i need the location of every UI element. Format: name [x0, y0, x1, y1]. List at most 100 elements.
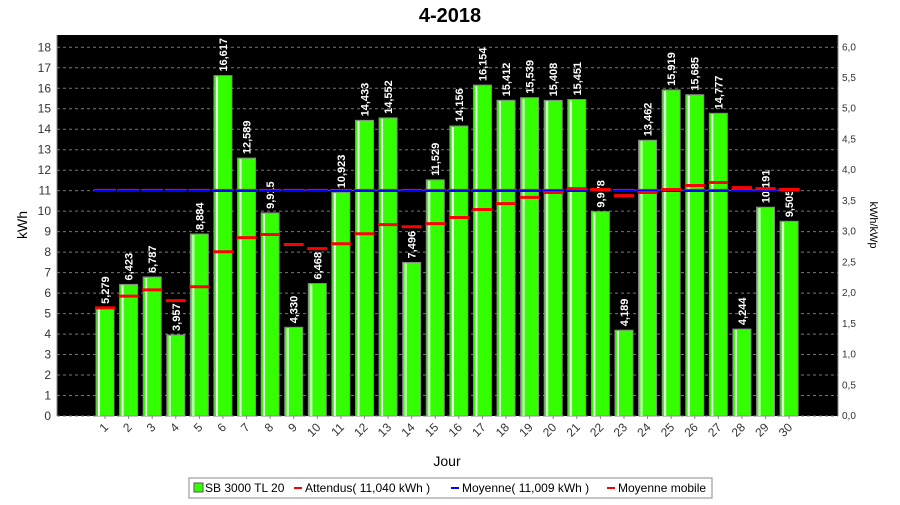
- y-tick-label: 5: [44, 307, 51, 321]
- x-tick-label: 22: [587, 420, 607, 440]
- bar-value-label: 5,279: [100, 276, 112, 304]
- bar-value-label: 9,915: [265, 181, 277, 209]
- bar-value-label: 6,423: [124, 253, 136, 281]
- x-tick-label: 14: [398, 420, 418, 440]
- y-tick-label: 6: [44, 286, 51, 300]
- bar-value-label: 13,462: [643, 103, 655, 137]
- y2-tick-label: 1,5: [842, 319, 856, 330]
- chart-title: 4-2018: [419, 5, 481, 27]
- y-tick-label: 3: [44, 348, 51, 362]
- bar-value-label: 4,330: [289, 296, 301, 324]
- x-tick-label: 18: [493, 420, 513, 440]
- bar-value-label: 15,451: [572, 62, 584, 96]
- legend-label: SB 3000 TL 20: [205, 481, 285, 495]
- x-tick-label: 25: [658, 420, 678, 440]
- y-tick-label: 18: [38, 40, 52, 54]
- x-tick-label: 29: [752, 420, 772, 440]
- y-tick-label: 17: [38, 61, 52, 75]
- x-axis-label: Jour: [433, 453, 461, 469]
- y2-tick-label: 4,0: [842, 165, 856, 176]
- y-tick-label: 8: [44, 245, 51, 259]
- bar-value-label: 14,433: [359, 83, 371, 117]
- bar-value-label: 14,777: [713, 76, 725, 110]
- bar-value-label: 6,787: [147, 245, 159, 273]
- y2-tick-label: 0,5: [842, 380, 856, 391]
- y-tick-label: 16: [38, 81, 52, 95]
- bar-value-label: 15,919: [666, 52, 678, 86]
- y2-axis-label: kWh/kWp: [867, 201, 879, 248]
- x-tick-label: 3: [144, 420, 159, 435]
- x-tick-label: 10: [304, 420, 324, 440]
- plot-area: [57, 35, 838, 416]
- x-tick-label: 17: [469, 420, 489, 440]
- legend-label: Moyenne mobile: [618, 481, 706, 495]
- bar-value-label: 16,617: [218, 38, 230, 72]
- bar-value-label: 14,552: [383, 80, 395, 114]
- y2-tick-label: 4,5: [842, 134, 856, 145]
- y2-tick-label: 1,0: [842, 350, 856, 361]
- bar-value-label: 9,978: [595, 180, 607, 208]
- y-tick-label: 1: [44, 389, 51, 403]
- bar-value-label: 12,589: [242, 120, 254, 154]
- x-tick-label: 4: [167, 420, 182, 435]
- y-tick-label: 10: [38, 204, 52, 218]
- x-tick-label: 13: [375, 420, 395, 440]
- y-tick-label: 13: [38, 143, 52, 157]
- x-tick-label: 1: [96, 420, 111, 435]
- x-tick-label: 12: [351, 420, 371, 440]
- x-tick-label: 7: [238, 420, 253, 435]
- bar-value-label: 15,408: [548, 63, 560, 97]
- x-tick-label: 9: [285, 420, 300, 435]
- y-axis-label: kWh: [14, 211, 30, 239]
- bar-value-label: 8,884: [194, 202, 206, 230]
- bar-value-label: 10,923: [336, 155, 348, 189]
- x-tick-label: 28: [729, 420, 749, 440]
- y2-tick-label: 0,0: [842, 411, 856, 422]
- bar-value-label: 3,957: [171, 303, 183, 331]
- bar-value-label: 9,505: [784, 190, 796, 218]
- legend-label: Attendus( 11,040 kWh ): [305, 481, 430, 495]
- y2-tick-label: 5,5: [842, 73, 856, 84]
- y2-tick-label: 5,0: [842, 104, 856, 115]
- y-tick-label: 11: [39, 184, 52, 198]
- y-tick-label: 12: [38, 163, 52, 177]
- y-tick-label: 9: [44, 225, 51, 239]
- x-tick-label: 11: [328, 420, 347, 439]
- x-tick-label: 26: [682, 420, 702, 440]
- x-tick-label: 2: [120, 420, 135, 435]
- x-tick-label: 21: [564, 420, 584, 440]
- x-tick-label: 23: [611, 420, 631, 440]
- x-tick-label: 8: [262, 420, 277, 435]
- x-tick-label: 19: [516, 420, 536, 440]
- y2-tick-label: 3,0: [842, 227, 856, 238]
- y-tick-label: 0: [44, 409, 51, 423]
- legend-label: Moyenne( 11,009 kWh ): [462, 481, 589, 495]
- x-tick-label: 20: [540, 420, 560, 440]
- x-tick-label: 24: [634, 420, 654, 440]
- bar-value-label: 10,191: [761, 170, 773, 204]
- y2-tick-label: 2,0: [842, 288, 856, 299]
- y-tick-label: 14: [38, 122, 52, 136]
- bar-value-label: 15,685: [690, 57, 702, 91]
- y-tick-label: 4: [44, 327, 51, 341]
- bar-value-label: 15,539: [525, 60, 537, 94]
- legend: SB 3000 TL 20 Attendus( 11,040 kWh ) Moy…: [188, 477, 713, 499]
- bar-value-label: 4,189: [619, 299, 631, 327]
- x-tick-label: 15: [422, 420, 442, 440]
- legend-swatch-bar: [193, 482, 204, 493]
- bar-value-label: 14,156: [454, 88, 466, 122]
- y2-tick-label: 2,5: [842, 257, 856, 268]
- y-tick-label: 2: [44, 368, 51, 382]
- bar-value-label: 7,496: [407, 231, 419, 259]
- bar-value-label: 4,244: [737, 297, 749, 325]
- bar-value-label: 15,412: [501, 63, 513, 97]
- bar-value-label: 6,468: [312, 252, 324, 280]
- y2-tick-label: 6,0: [842, 42, 856, 53]
- y2-tick-label: 3,5: [842, 196, 856, 207]
- x-tick-label: 6: [214, 420, 229, 435]
- y-tick-label: 15: [38, 102, 52, 116]
- bar-value-label: 11,529: [430, 143, 442, 176]
- x-tick-label: 16: [446, 420, 466, 440]
